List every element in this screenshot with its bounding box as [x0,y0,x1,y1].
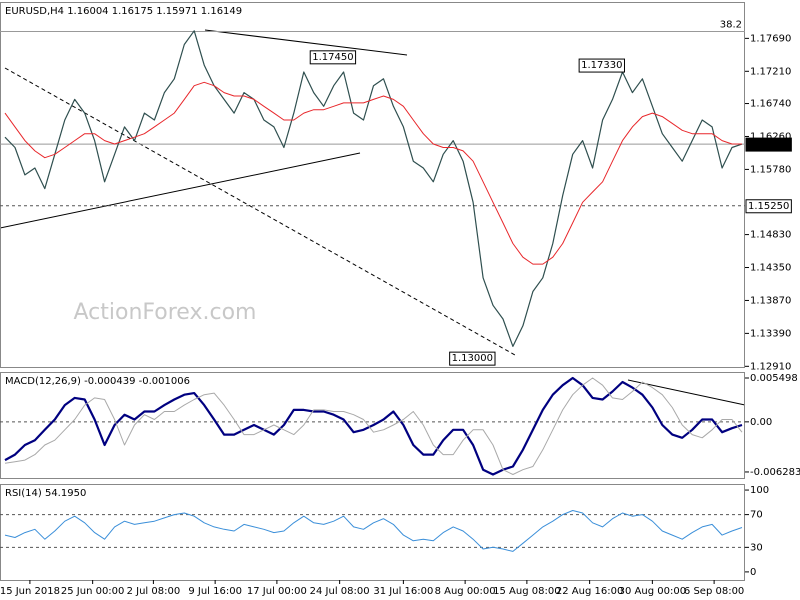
panel-title: RSI(14) 54.1950 [5,488,86,499]
trendline [627,379,746,406]
y-tick-label: 1.12910 [750,361,791,372]
x-tick-label: 15 Jun 2018 [0,586,60,597]
level-label: 1.16149 [748,139,789,150]
panel-border [0,484,745,581]
x-tick-label: 24 Jul 08:00 [310,586,370,597]
x-tick-label: 15 Aug 08:00 [493,586,560,597]
y-tick-label: 1.16740 [750,99,791,110]
y-tick-label: 1.15780 [750,164,791,175]
series-line [4,376,743,476]
y-tick-label: 30 [750,542,763,553]
x-tick-label: 22 Aug 16:00 [556,586,623,597]
y-tick-label: 100 [750,485,769,496]
level-label-box [745,137,792,152]
price-annotation-box [449,351,496,366]
price-annotation-box [578,58,625,73]
y-tick-label: 70 [750,510,763,521]
level-label-box [745,199,792,214]
trendline [0,152,361,229]
panel-title: MACD(12,26,9) -0.000439 -0.001006 [5,376,190,387]
y-tick-label: 1.16260 [750,131,791,142]
x-tick-label: 31 Jul 16:00 [373,586,433,597]
y-tick-label: 0.005498 [750,373,798,384]
y-tick-label: -0.006283 [750,467,800,478]
x-tick-label: 6 Sep 08:00 [684,586,744,597]
price-annotation-box [309,50,357,65]
x-tick-label: 2 Jul 08:00 [127,586,181,597]
y-tick-label: 0 [750,567,756,578]
panel-border [0,372,745,479]
x-tick-label: 25 Jun 00:00 [61,586,125,597]
level-label: 1.15250 [748,201,789,212]
series-line [4,81,742,265]
y-tick-label: 1.13870 [750,295,791,306]
price-annotation: 1.13000 [452,353,493,364]
x-tick-label: 17 Jul 00:00 [247,586,307,597]
level-label: 38.2 [720,20,742,31]
y-tick-label: 1.17690 [750,33,791,44]
x-tick-label: 8 Aug 00:00 [435,586,496,597]
y-tick-label: 1.14830 [750,230,791,241]
price-annotation: 1.17330 [581,60,622,71]
series-line [4,377,743,475]
panel-title: EURUSD,H4 1.16004 1.16175 1.15971 1.1614… [5,6,242,17]
y-tick-label: 0.00 [750,417,772,428]
price-annotation: 1.17450 [312,52,353,63]
x-tick-label: 30 Aug 00:00 [619,586,686,597]
x-tick-label: 9 Jul 16:00 [188,586,242,597]
panel-border [0,2,745,368]
watermark: ActionForex.com [74,300,257,325]
series-line [4,510,743,552]
y-tick-label: 1.17210 [750,66,791,77]
y-tick-label: 1.13390 [750,328,791,339]
y-tick-label: 1.14350 [750,263,791,274]
series-line [4,30,743,347]
trendline [204,29,408,56]
